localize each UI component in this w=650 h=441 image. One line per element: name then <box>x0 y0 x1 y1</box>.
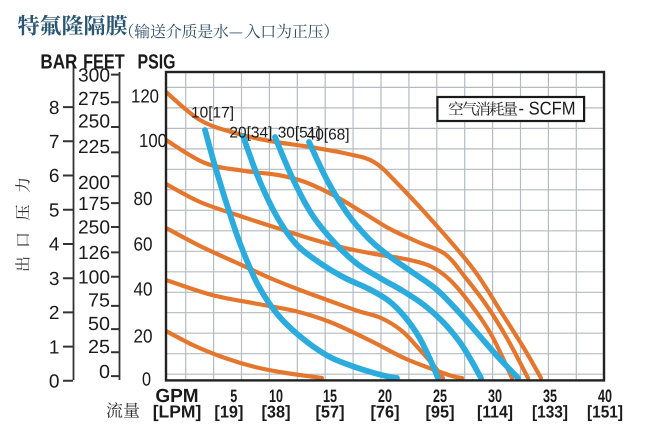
svg-text:250: 250 <box>78 218 110 239</box>
svg-text:[76]: [76] <box>371 403 400 422</box>
svg-text:BAR: BAR <box>40 51 77 74</box>
svg-text:225: 225 <box>78 137 110 158</box>
svg-text:40: 40 <box>598 386 612 406</box>
svg-text:[LPM]: [LPM] <box>153 402 202 422</box>
svg-text:30[51]: 30[51] <box>278 125 321 142</box>
svg-text:200: 200 <box>78 173 110 194</box>
svg-text:5: 5 <box>49 200 60 221</box>
svg-text:10: 10 <box>269 386 283 406</box>
svg-text:75: 75 <box>88 291 110 312</box>
svg-text:100: 100 <box>78 267 110 288</box>
svg-text:20: 20 <box>378 386 392 406</box>
svg-text:10[17]: 10[17] <box>191 105 234 122</box>
svg-text:50: 50 <box>88 314 110 335</box>
svg-text:[57]: [57] <box>316 403 345 422</box>
svg-text:300: 300 <box>78 65 110 86</box>
svg-text:[38]: [38] <box>262 403 291 422</box>
svg-text:[19]: [19] <box>214 403 243 422</box>
svg-text:[151]: [151] <box>587 403 623 422</box>
svg-text:6: 6 <box>49 166 60 187</box>
svg-text:35: 35 <box>543 386 557 406</box>
svg-text:15: 15 <box>323 386 337 406</box>
svg-text:0: 0 <box>49 372 60 393</box>
svg-text:60: 60 <box>134 234 153 255</box>
svg-text:2: 2 <box>49 303 60 324</box>
svg-text:4: 4 <box>49 235 60 256</box>
svg-text:20[34]: 20[34] <box>229 125 272 142</box>
svg-text:[114]: [114] <box>477 403 513 422</box>
svg-text:FEET: FEET <box>83 51 125 74</box>
svg-text:25: 25 <box>433 386 447 406</box>
svg-text:0: 0 <box>142 370 151 391</box>
svg-text:3: 3 <box>49 269 60 290</box>
svg-text:40[68]: 40[68] <box>307 127 350 144</box>
svg-text:275: 275 <box>78 89 110 110</box>
svg-text:- SCFM: - SCFM <box>519 98 576 119</box>
svg-text:20: 20 <box>134 327 153 348</box>
svg-text:0: 0 <box>99 362 110 383</box>
svg-text:5: 5 <box>230 386 237 406</box>
svg-text:250: 250 <box>78 112 110 133</box>
svg-text:25: 25 <box>88 337 110 358</box>
svg-text:175: 175 <box>78 194 110 215</box>
svg-text:30: 30 <box>488 386 502 406</box>
svg-text:1: 1 <box>49 337 60 358</box>
svg-text:[95]: [95] <box>426 403 455 422</box>
svg-text:80: 80 <box>134 189 153 210</box>
svg-text:[133]: [133] <box>532 403 568 422</box>
svg-text:7: 7 <box>49 132 60 153</box>
svg-text:100: 100 <box>139 131 167 152</box>
svg-text:GPM: GPM <box>155 386 198 407</box>
svg-text:40: 40 <box>134 280 153 301</box>
svg-text:8: 8 <box>49 98 60 119</box>
svg-text:126: 126 <box>78 243 110 264</box>
svg-text:PSIG: PSIG <box>138 51 176 74</box>
svg-text:120: 120 <box>131 87 159 108</box>
